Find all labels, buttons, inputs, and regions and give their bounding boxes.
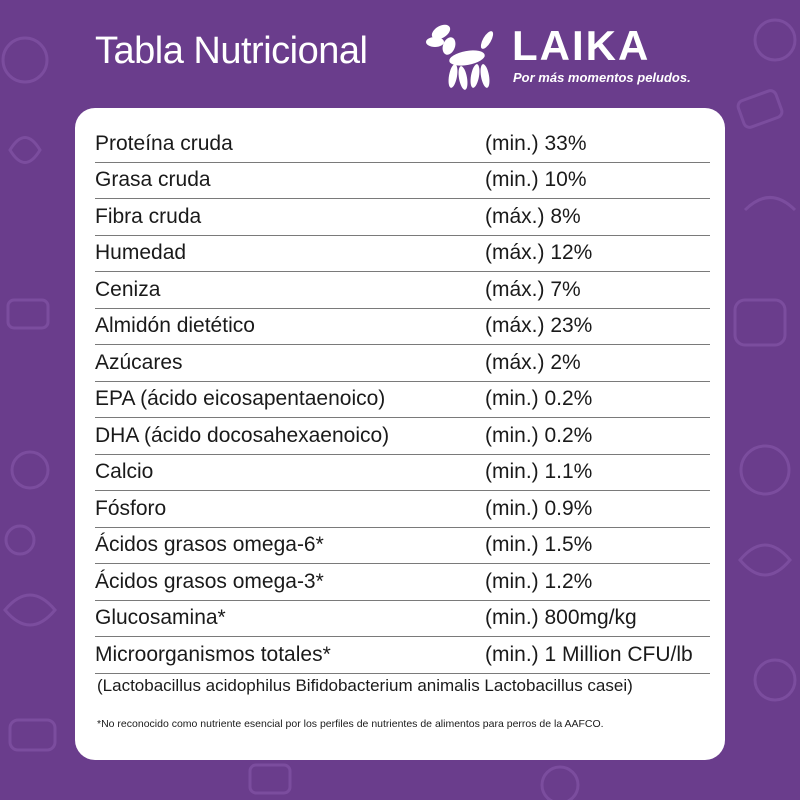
nutrient-name: Glucosamina* <box>95 606 226 630</box>
nutrient-row: Glucosamina* (min.) 800mg/kg <box>95 601 710 637</box>
nutrient-row: Ácidos grasos omega-6* (min.) 1.5% <box>95 528 710 564</box>
nutrition-table: Proteína cruda (min.) 33% Grasa cruda (min.… <box>95 126 710 674</box>
balloon-dog-icon <box>426 24 494 90</box>
nutrient-row: Fibra cruda (máx.) 8% <box>95 199 710 236</box>
nutrient-name: Microorganismos totales* <box>95 642 331 666</box>
nutrient-name: Ácidos grasos omega-6* <box>95 533 324 557</box>
nutrient-value: (máx.) 2% <box>485 350 581 374</box>
nutrient-name: Ceniza <box>95 277 161 301</box>
nutrition-card: Proteína cruda (min.) 33% Grasa cruda (min.… <box>75 108 725 760</box>
nutrient-value: (min.) 1.1% <box>485 460 593 484</box>
nutrient-row: Calcio (min.) 1.1% <box>95 455 710 491</box>
nutrient-value: (min.) 0.2% <box>485 423 593 447</box>
nutrient-value: (máx.) 12% <box>485 241 593 265</box>
nutrient-value: (min.) 1 Million CFU/lb <box>485 642 693 666</box>
nutrient-name: EPA (ácido eicosapentaenoico) <box>95 387 386 411</box>
nutrient-name: Calcio <box>95 460 154 484</box>
page-title: Tabla Nutricional <box>95 30 368 72</box>
nutrient-name: Almidón dietético <box>95 314 255 338</box>
nutrient-value: (min.) 1.2% <box>485 569 593 593</box>
nutrient-value: (min.) 0.2% <box>485 387 593 411</box>
nutrient-row: Proteína cruda (min.) 33% <box>95 126 710 163</box>
nutrient-row: Ácidos grasos omega-3* (min.) 1.2% <box>95 564 710 601</box>
nutrient-value: (máx.) 7% <box>485 277 581 301</box>
nutrient-row: Humedad (máx.) 12% <box>95 236 710 272</box>
nutrient-name: Fósforo <box>95 496 167 520</box>
nutrient-row: Grasa cruda (min.) 10% <box>95 163 710 199</box>
nutrient-row: DHA (ácido docosahexaenoico) (min.) 0.2% <box>95 418 710 455</box>
header: Tabla Nutricional LAIKA Por más momentos… <box>0 0 800 105</box>
nutrient-value: (máx.) 8% <box>485 204 581 228</box>
nutrient-name: Proteína cruda <box>95 131 233 155</box>
nutrient-value: (min.) 800mg/kg <box>485 606 637 630</box>
brand-name: LAIKA <box>512 22 651 69</box>
nutrient-value: (máx.) 23% <box>485 314 593 338</box>
nutrient-row: Azúcares (máx.) 2% <box>95 345 710 382</box>
nutrient-row: Almidón dietético (máx.) 23% <box>95 309 710 345</box>
nutrient-name: Ácidos grasos omega-3* <box>95 569 324 593</box>
nutrient-name: Azúcares <box>95 350 183 374</box>
aafco-footnote: *No reconocido como nutriente esencial p… <box>97 718 604 730</box>
nutrient-name: Grasa cruda <box>95 168 211 192</box>
nutrient-value: (min.) 1.5% <box>485 533 593 557</box>
nutrient-value: (min.) 33% <box>485 131 587 155</box>
nutrient-row: Fósforo (min.) 0.9% <box>95 491 710 528</box>
brand-tagline: Por más momentos peludos. <box>513 70 691 85</box>
nutrient-row: EPA (ácido eicosapentaenoico) (min.) 0.2% <box>95 382 710 418</box>
nutrient-value: (min.) 0.9% <box>485 496 593 520</box>
nutrient-name: Fibra cruda <box>95 204 202 228</box>
nutrient-name: DHA (ácido docosahexaenoico) <box>95 423 390 447</box>
nutrient-value: (min.) 10% <box>485 168 587 192</box>
probiotic-strains-note: (Lactobacillus acidophilus Bifidobacteri… <box>97 676 633 695</box>
nutrient-row: Ceniza (máx.) 7% <box>95 272 710 309</box>
nutrient-row: Microorganismos totales* (min.) 1 Million… <box>95 637 710 674</box>
nutrient-name: Humedad <box>95 241 187 265</box>
